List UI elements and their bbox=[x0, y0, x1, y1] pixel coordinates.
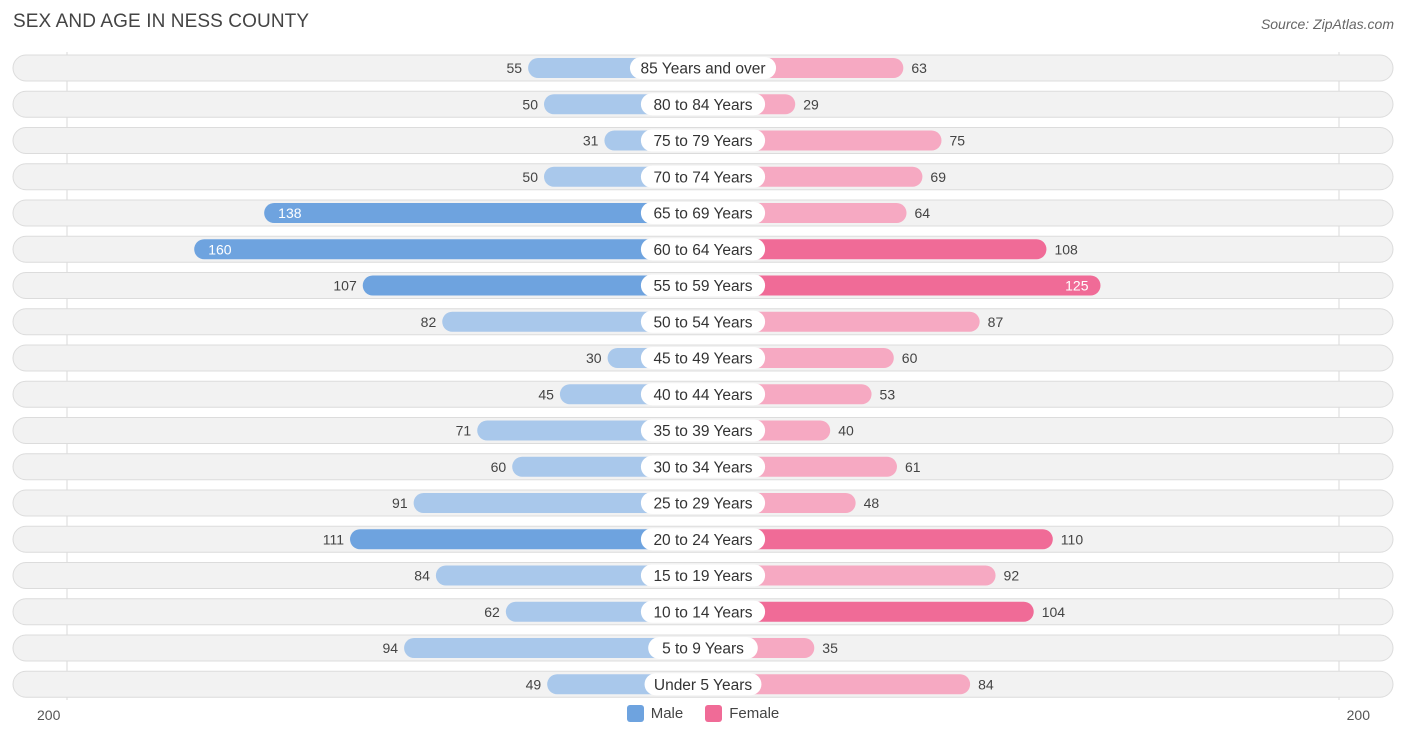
value-label-male: 31 bbox=[583, 133, 599, 149]
value-label-male: 111 bbox=[323, 531, 344, 547]
value-label-female: 64 bbox=[915, 205, 931, 221]
value-label-female: 60 bbox=[902, 350, 918, 366]
value-label-female: 35 bbox=[822, 640, 838, 656]
value-label-female: 108 bbox=[1054, 241, 1078, 257]
value-label-female: 63 bbox=[911, 60, 927, 76]
category-label: 75 to 79 Years bbox=[653, 133, 752, 150]
category-label: 45 to 49 Years bbox=[653, 351, 752, 368]
bar-female bbox=[703, 311, 980, 332]
category-label: 40 to 44 Years bbox=[653, 387, 752, 404]
value-label-male: 160 bbox=[208, 241, 232, 257]
legend: Male Female bbox=[0, 705, 1406, 722]
population-pyramid-chart: 85 Years and over 55 63 80 to 84 Years 50 29 7… bbox=[12, 52, 1394, 700]
value-label-male: 50 bbox=[522, 96, 538, 112]
bar-male bbox=[194, 239, 703, 260]
category-label: 30 to 34 Years bbox=[653, 459, 752, 476]
bar-male bbox=[435, 565, 703, 586]
bar-male bbox=[413, 493, 703, 513]
category-label-bg bbox=[640, 310, 766, 333]
value-label-male: 138 bbox=[278, 205, 302, 221]
value-label-female: 40 bbox=[838, 423, 854, 439]
category-label: 50 to 54 Years bbox=[653, 314, 752, 331]
category-label-bg bbox=[640, 455, 766, 478]
axis-left-max-label: 200 bbox=[37, 707, 61, 723]
value-label-male: 71 bbox=[456, 423, 472, 439]
bar-male bbox=[350, 529, 703, 550]
value-label-female: 69 bbox=[930, 169, 946, 185]
value-label-female: 75 bbox=[950, 133, 966, 149]
value-label-female: 53 bbox=[880, 386, 896, 402]
bar-female bbox=[703, 239, 1047, 260]
category-label: 5 to 9 Years bbox=[662, 641, 744, 658]
value-label-male: 50 bbox=[522, 169, 538, 185]
value-label-male: 30 bbox=[586, 350, 602, 366]
category-label: 70 to 74 Years bbox=[653, 169, 752, 186]
value-label-male: 49 bbox=[526, 676, 542, 692]
category-label-bg bbox=[640, 165, 766, 188]
category-label-bg bbox=[644, 673, 762, 696]
legend-swatch-female bbox=[705, 705, 723, 722]
category-label: 35 to 39 Years bbox=[653, 423, 752, 440]
value-label-female: 48 bbox=[864, 495, 880, 511]
value-label-female: 104 bbox=[1042, 604, 1066, 620]
value-label-male: 45 bbox=[538, 386, 554, 402]
value-label-male: 91 bbox=[392, 495, 408, 511]
category-label-bg bbox=[640, 419, 766, 442]
category-label: 20 to 24 Years bbox=[653, 532, 752, 549]
bar-male bbox=[362, 275, 703, 296]
legend-item-female: Female bbox=[705, 705, 779, 722]
value-label-male: 62 bbox=[484, 604, 500, 620]
bar-female bbox=[703, 601, 1034, 622]
category-label-bg bbox=[640, 347, 766, 369]
source-note: Source: ZipAtlas.com bbox=[1260, 16, 1394, 32]
bar-female bbox=[703, 674, 971, 695]
legend-swatch-male bbox=[626, 705, 644, 722]
category-label: 60 to 64 Years bbox=[653, 242, 752, 259]
category-label: 65 to 69 Years bbox=[653, 206, 752, 223]
category-label-bg bbox=[640, 274, 766, 297]
category-label: 25 to 29 Years bbox=[653, 496, 752, 513]
legend-label-female: Female bbox=[729, 705, 780, 722]
value-label-male: 84 bbox=[414, 568, 430, 584]
value-label-female: 87 bbox=[988, 314, 1004, 330]
value-label-female: 29 bbox=[803, 96, 819, 112]
bar-male bbox=[264, 203, 703, 223]
category-label-bg bbox=[640, 600, 766, 623]
category-label-bg bbox=[640, 383, 766, 406]
bar-male bbox=[404, 638, 703, 658]
bar-female bbox=[703, 275, 1101, 296]
category-label: Under 5 Years bbox=[654, 677, 752, 694]
category-label-bg bbox=[640, 202, 766, 224]
category-label-bg bbox=[640, 129, 766, 152]
axis-right-max-label: 200 bbox=[1346, 707, 1370, 723]
category-label-bg bbox=[640, 492, 766, 514]
value-label-female: 92 bbox=[1004, 568, 1020, 584]
value-label-female: 61 bbox=[905, 459, 921, 475]
value-label-male: 55 bbox=[507, 60, 523, 76]
category-label-bg bbox=[629, 57, 777, 79]
category-label-bg bbox=[648, 637, 758, 659]
category-label: 55 to 59 Years bbox=[653, 278, 752, 295]
bar-female bbox=[703, 565, 996, 586]
value-label-male: 82 bbox=[421, 314, 437, 330]
category-label: 80 to 84 Years bbox=[653, 97, 752, 114]
value-label-female: 84 bbox=[978, 676, 994, 692]
chart-title: SEX AND AGE IN NESS COUNTY bbox=[13, 11, 310, 32]
category-label-bg bbox=[640, 238, 766, 261]
value-label-male: 60 bbox=[491, 459, 507, 475]
bar-male bbox=[442, 311, 703, 332]
category-label-bg bbox=[640, 93, 766, 116]
category-label: 85 Years and over bbox=[641, 61, 766, 78]
value-label-male: 107 bbox=[333, 278, 357, 294]
legend-label-male: Male bbox=[650, 705, 684, 722]
value-label-female: 125 bbox=[1065, 278, 1089, 294]
legend-item-male: Male bbox=[626, 705, 684, 722]
category-label-bg bbox=[640, 564, 766, 587]
category-label: 10 to 14 Years bbox=[653, 604, 752, 621]
value-label-male: 94 bbox=[383, 640, 399, 656]
category-label-bg bbox=[640, 528, 766, 551]
value-label-female: 110 bbox=[1061, 531, 1084, 547]
bar-female bbox=[703, 529, 1053, 550]
category-label: 15 to 19 Years bbox=[653, 568, 752, 585]
